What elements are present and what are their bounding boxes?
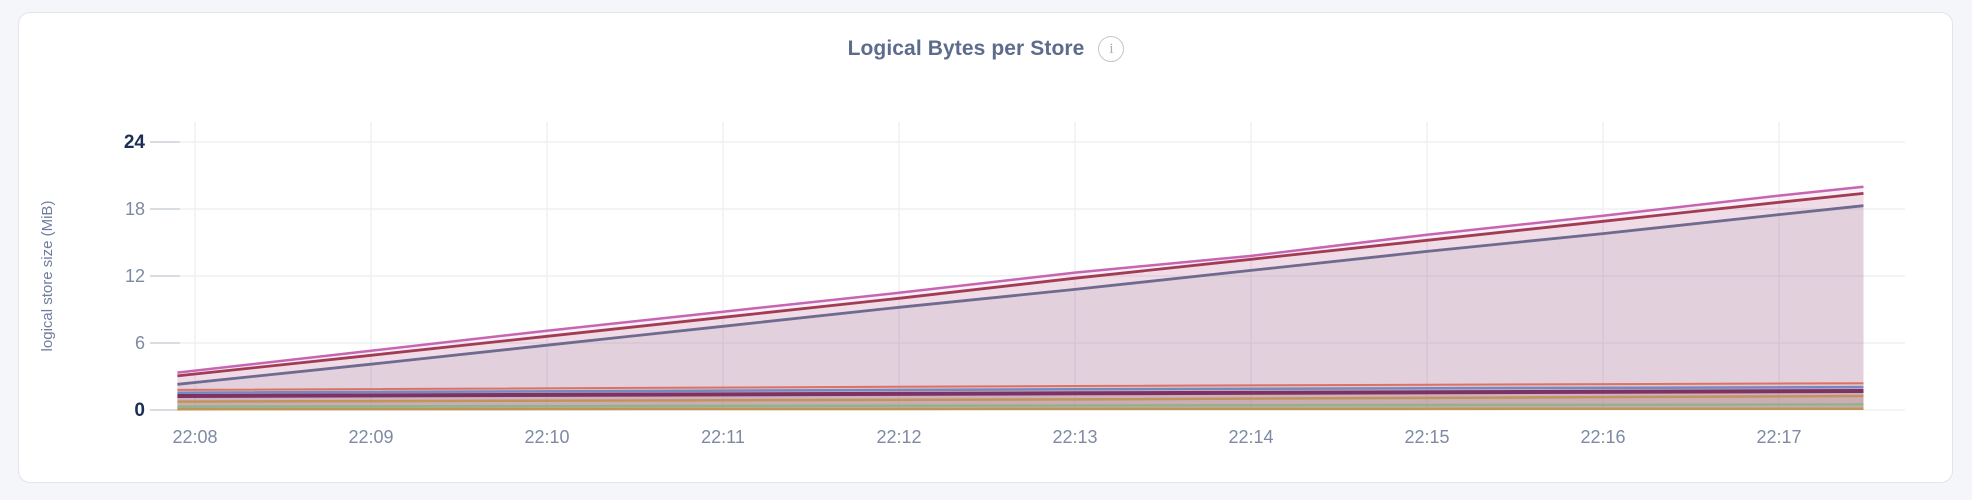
series-line-s5 [177, 385, 1864, 394]
series-line-s2 [177, 192, 1864, 378]
chart-header: Logical Bytes per Store i [0, 36, 1972, 62]
y-tick-label: 0 [134, 400, 145, 421]
y-tick-label: 24 [124, 132, 146, 153]
series-line-s7 [177, 394, 1864, 403]
y-tick-label: 18 [125, 199, 145, 219]
x-tick-label: 22:13 [1052, 427, 1097, 447]
series-area-s3 [177, 205, 1864, 410]
series-line-s4 [177, 382, 1864, 391]
x-tick-label: 22:10 [524, 427, 569, 447]
chart-title: Logical Bytes per Store [847, 37, 1085, 60]
info-icon[interactable]: i [1098, 36, 1125, 62]
x-tick-label: 22:17 [1756, 427, 1801, 447]
x-tick-label: 22:11 [701, 427, 745, 447]
y-tick-label: 6 [135, 333, 145, 353]
y-tick-label: 12 [125, 266, 145, 286]
x-tick-label: 22:16 [1580, 427, 1625, 447]
series-line-s8 [177, 403, 1864, 408]
x-tick-label: 22:09 [348, 427, 393, 447]
x-tick-label: 22:12 [876, 427, 921, 447]
series-line-s6 [177, 389, 1864, 398]
series-line-s9 [177, 407, 1864, 411]
series-area-s1 [177, 186, 1864, 410]
x-tick-label: 22:15 [1404, 427, 1449, 447]
series-line-s3 [177, 204, 1864, 386]
x-tick-label: 22:14 [1228, 427, 1273, 447]
y-axis-title: logical store size (MiB) [39, 201, 56, 352]
series-line-s1 [177, 185, 1864, 374]
series-area-s2 [177, 193, 1864, 410]
x-tick-label: 22:08 [172, 427, 217, 447]
